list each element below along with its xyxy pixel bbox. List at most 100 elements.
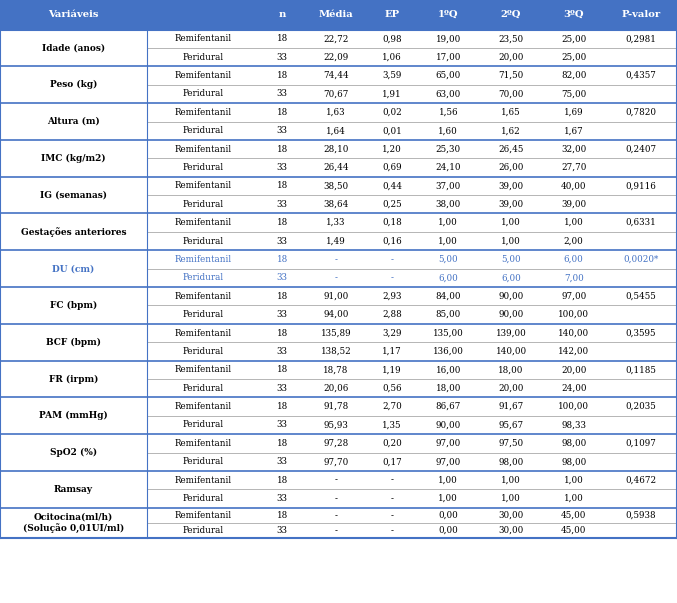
Text: 0,2407: 0,2407: [626, 145, 657, 154]
Text: 6,00: 6,00: [439, 273, 458, 282]
Text: 20,00: 20,00: [498, 52, 524, 62]
Text: -: -: [391, 511, 393, 520]
Bar: [0, 397, 677, 415]
Text: 1,00: 1,00: [564, 476, 584, 485]
Text: Peridural: Peridural: [183, 384, 224, 393]
Text: IG (semanas): IG (semanas): [40, 191, 107, 200]
Text: 135,89: 135,89: [320, 329, 351, 338]
Text: 28,10: 28,10: [323, 145, 349, 154]
Text: Peridural: Peridural: [183, 420, 224, 429]
Text: -: -: [391, 494, 393, 503]
Text: 140,00: 140,00: [496, 347, 527, 356]
Text: 18,00: 18,00: [498, 365, 524, 374]
Text: Peridural: Peridural: [183, 310, 224, 319]
Bar: [0, 287, 677, 305]
Text: 2,88: 2,88: [383, 310, 402, 319]
Bar: [0, 103, 677, 121]
Bar: [0, 66, 677, 84]
Text: 0,4357: 0,4357: [626, 71, 657, 80]
Text: DU (cm): DU (cm): [52, 264, 95, 273]
Text: 33: 33: [277, 126, 288, 135]
Text: 33: 33: [277, 347, 288, 356]
Text: 0,7820: 0,7820: [626, 108, 657, 117]
Text: 139,00: 139,00: [496, 329, 527, 338]
Text: -: -: [391, 273, 393, 282]
Text: 98,00: 98,00: [498, 457, 523, 466]
Text: Altura (m): Altura (m): [47, 117, 100, 126]
Text: 18: 18: [277, 476, 288, 485]
Text: 2,00: 2,00: [564, 236, 584, 245]
Text: 22,72: 22,72: [323, 34, 349, 43]
Text: 1,56: 1,56: [439, 108, 458, 117]
Bar: [0, 508, 677, 523]
Text: SpO2 (%): SpO2 (%): [50, 448, 97, 457]
Text: 95,67: 95,67: [498, 420, 523, 429]
Text: 0,02: 0,02: [383, 108, 402, 117]
Text: Peridural: Peridural: [183, 457, 224, 466]
Text: 16,00: 16,00: [435, 365, 461, 374]
Text: 97,28: 97,28: [323, 439, 349, 448]
Text: 18: 18: [277, 329, 288, 338]
Text: 20,06: 20,06: [323, 384, 349, 393]
Text: 91,78: 91,78: [323, 402, 349, 411]
Bar: [0, 30, 677, 48]
Text: 33: 33: [277, 52, 288, 62]
Text: 18: 18: [277, 255, 288, 264]
Text: 19,00: 19,00: [435, 34, 461, 43]
Bar: [0, 489, 677, 508]
Text: 3ºQ: 3ºQ: [563, 10, 584, 19]
Text: Média: Média: [318, 10, 353, 19]
Text: 1,17: 1,17: [383, 347, 402, 356]
Text: 2,93: 2,93: [383, 292, 401, 301]
Text: 26,44: 26,44: [323, 163, 349, 172]
Bar: [0, 305, 677, 324]
Text: 95,93: 95,93: [324, 420, 348, 429]
Bar: [0, 379, 677, 397]
Text: Remifentanil: Remifentanil: [175, 365, 232, 374]
Text: 0,0020*: 0,0020*: [624, 255, 659, 264]
Text: 18: 18: [277, 218, 288, 227]
Text: 6,00: 6,00: [564, 255, 584, 264]
Text: -: -: [391, 476, 393, 485]
Text: Peridural: Peridural: [183, 163, 224, 172]
Text: 0,25: 0,25: [383, 200, 402, 209]
Text: 0,56: 0,56: [383, 384, 402, 393]
Text: 142,00: 142,00: [558, 347, 589, 356]
Text: 1,20: 1,20: [383, 145, 402, 154]
Bar: [0, 213, 677, 232]
Text: 38,00: 38,00: [435, 200, 461, 209]
Text: 97,00: 97,00: [435, 439, 461, 448]
Text: 27,70: 27,70: [561, 163, 586, 172]
Text: 98,33: 98,33: [561, 420, 586, 429]
Bar: [0, 195, 677, 213]
Text: Variáveis: Variáveis: [48, 10, 99, 19]
Text: 0,18: 0,18: [383, 218, 402, 227]
Text: 33: 33: [277, 420, 288, 429]
Text: 91,67: 91,67: [498, 402, 523, 411]
Bar: [0, 342, 677, 361]
Text: 0,4672: 0,4672: [626, 476, 657, 485]
Text: 37,00: 37,00: [435, 182, 461, 191]
Text: Remifentanil: Remifentanil: [175, 511, 232, 520]
Text: 38,50: 38,50: [323, 182, 349, 191]
Text: FC (bpm): FC (bpm): [50, 301, 97, 310]
Bar: [0, 121, 677, 140]
Text: 90,00: 90,00: [435, 420, 461, 429]
Text: 94,00: 94,00: [323, 310, 349, 319]
Text: 7,00: 7,00: [564, 273, 584, 282]
Text: 33: 33: [277, 163, 288, 172]
Bar: [0, 324, 677, 342]
Text: 1,91: 1,91: [383, 89, 402, 98]
Text: 20,00: 20,00: [498, 384, 524, 393]
Text: 26,00: 26,00: [498, 163, 524, 172]
Bar: [0, 48, 677, 66]
Text: 6,00: 6,00: [501, 273, 521, 282]
Text: 1,49: 1,49: [326, 236, 346, 245]
Text: 33: 33: [277, 384, 288, 393]
Text: 135,00: 135,00: [433, 329, 464, 338]
Bar: [0, 471, 677, 489]
Text: Peridural: Peridural: [183, 89, 224, 98]
Text: 0,44: 0,44: [382, 182, 402, 191]
Text: Peridural: Peridural: [183, 52, 224, 62]
Text: Idade (anos): Idade (anos): [42, 43, 105, 52]
